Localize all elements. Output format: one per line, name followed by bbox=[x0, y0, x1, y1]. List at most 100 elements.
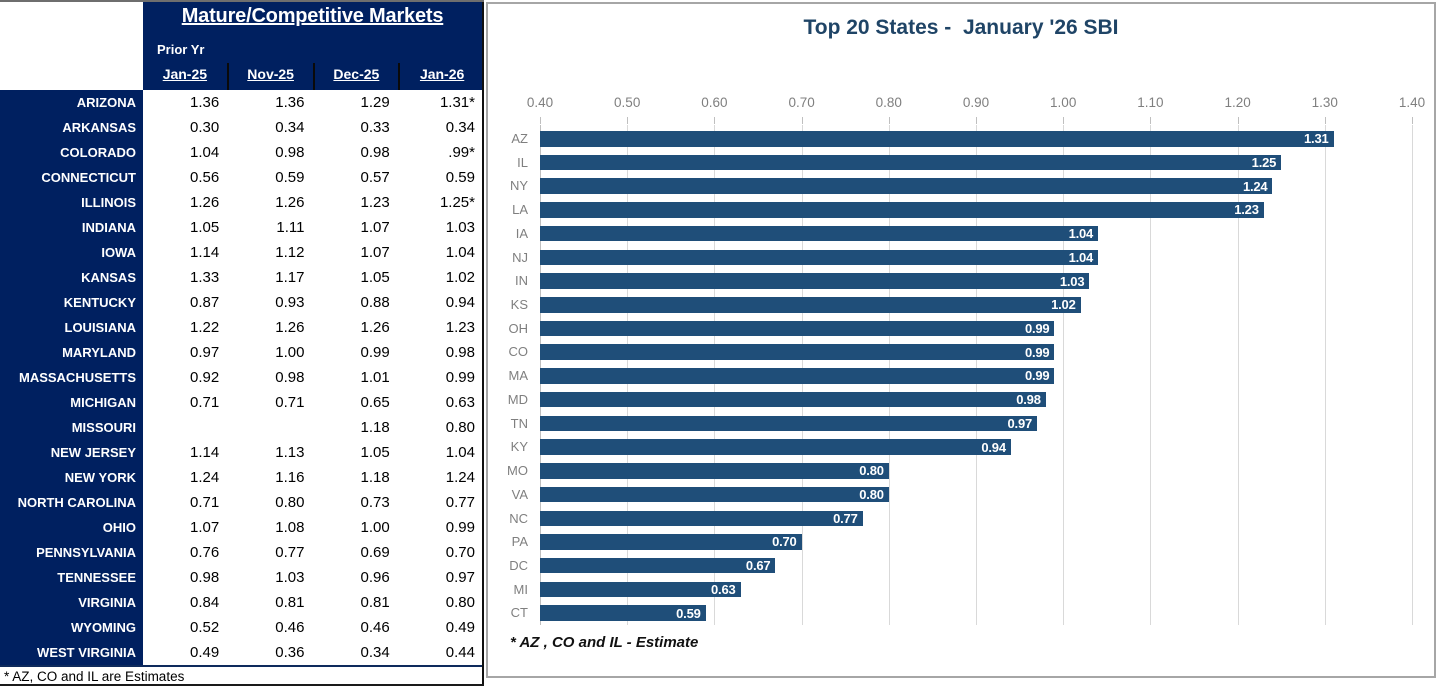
value-cell[interactable]: 0.81 bbox=[275, 594, 305, 611]
value-cell[interactable]: 1.23 bbox=[360, 194, 390, 211]
value-cell[interactable]: 1.26 bbox=[360, 319, 390, 336]
value-cell[interactable]: 0.65 bbox=[360, 394, 390, 411]
value-cell[interactable]: 1.12 bbox=[275, 244, 305, 261]
value-cell[interactable]: 1.14 bbox=[190, 444, 220, 461]
value-cell[interactable]: 0.98 bbox=[445, 344, 475, 361]
value-cell[interactable]: 0.98 bbox=[275, 144, 305, 161]
value-cell[interactable]: 0.80 bbox=[445, 594, 475, 611]
value-cell[interactable]: 1.14 bbox=[190, 244, 220, 261]
value-cell[interactable]: 0.34 bbox=[445, 119, 475, 136]
value-cell[interactable]: 1.11 bbox=[276, 219, 305, 236]
value-cell[interactable]: 1.24 bbox=[445, 469, 475, 486]
value-cell[interactable]: 1.05 bbox=[360, 444, 390, 461]
value-cell[interactable]: 0.33 bbox=[360, 119, 390, 136]
value-cell[interactable]: 0.30 bbox=[190, 119, 220, 136]
value-cell[interactable]: 0.76 bbox=[190, 544, 220, 561]
state-label-cell[interactable]: LOUISIANA bbox=[0, 315, 143, 340]
value-cell[interactable]: 0.93 bbox=[275, 294, 305, 311]
bar[interactable]: 0.70 bbox=[540, 534, 802, 550]
value-cell[interactable]: 0.92 bbox=[190, 369, 220, 386]
value-cell[interactable]: 0.34 bbox=[275, 119, 305, 136]
value-cell[interactable]: 0.88 bbox=[360, 294, 390, 311]
value-cell[interactable]: 0.70 bbox=[445, 544, 475, 561]
value-cell[interactable]: 0.59 bbox=[275, 169, 305, 186]
state-label-cell[interactable]: ARKANSAS bbox=[0, 115, 143, 140]
value-cell[interactable]: 0.77 bbox=[445, 494, 475, 511]
state-label-cell[interactable]: INDIANA bbox=[0, 215, 143, 240]
column-header-nov25[interactable]: Nov-25 bbox=[226, 63, 313, 90]
column-header-dec25[interactable]: Dec-25 bbox=[312, 63, 399, 90]
value-cell[interactable]: 1.26 bbox=[275, 319, 305, 336]
value-cell[interactable]: 1.07 bbox=[360, 219, 390, 236]
value-cell[interactable]: 0.34 bbox=[360, 644, 390, 661]
state-label-cell[interactable]: OHIO bbox=[0, 515, 143, 540]
value-cell[interactable]: 1.05 bbox=[190, 219, 220, 236]
value-cell[interactable]: 0.52 bbox=[190, 619, 220, 636]
value-cell[interactable]: 1.26 bbox=[275, 194, 305, 211]
value-cell[interactable]: .99* bbox=[448, 144, 475, 161]
value-cell[interactable]: 0.80 bbox=[445, 419, 475, 436]
state-label-cell[interactable]: ARIZONA bbox=[0, 90, 143, 115]
value-cell[interactable]: 0.80 bbox=[275, 494, 305, 511]
value-cell[interactable]: 1.22 bbox=[190, 319, 220, 336]
value-cell[interactable]: 1.00 bbox=[275, 344, 305, 361]
state-label-cell[interactable]: NEW JERSEY bbox=[0, 440, 143, 465]
value-cell[interactable]: 0.94 bbox=[445, 294, 475, 311]
bar[interactable]: 1.04 bbox=[540, 225, 1099, 242]
value-cell[interactable]: 0.46 bbox=[360, 619, 390, 636]
bar[interactable]: 0.97 bbox=[540, 415, 1038, 432]
value-cell[interactable]: 1.03 bbox=[275, 569, 305, 586]
bar[interactable]: 0.67 bbox=[540, 557, 776, 574]
value-cell[interactable]: 1.36 bbox=[275, 94, 305, 111]
state-label-cell[interactable]: COLORADO bbox=[0, 140, 143, 165]
value-cell[interactable]: 1.02 bbox=[445, 269, 475, 286]
bar[interactable]: 0.63 bbox=[540, 581, 741, 598]
value-cell[interactable]: 0.49 bbox=[445, 619, 475, 636]
value-cell[interactable]: 1.23 bbox=[445, 319, 475, 336]
value-cell[interactable]: 0.97 bbox=[445, 569, 475, 586]
table-title[interactable]: Mature/Competitive Markets bbox=[181, 5, 444, 27]
bar[interactable]: 1.23 bbox=[540, 202, 1264, 218]
value-cell[interactable]: 1.08 bbox=[275, 519, 305, 536]
bar[interactable]: 1.04 bbox=[540, 249, 1099, 266]
value-cell[interactable]: 0.77 bbox=[275, 544, 305, 561]
value-cell[interactable]: 0.59 bbox=[445, 169, 475, 186]
bar[interactable]: 0.59 bbox=[540, 605, 706, 621]
state-label-cell[interactable]: NEW YORK bbox=[0, 465, 143, 490]
value-cell[interactable]: 1.16 bbox=[275, 469, 305, 486]
value-cell[interactable]: 0.49 bbox=[190, 644, 220, 661]
value-cell[interactable]: 1.36 bbox=[190, 94, 220, 111]
state-label-cell[interactable]: KENTUCKY bbox=[0, 290, 143, 315]
value-cell[interactable]: 1.04 bbox=[445, 244, 475, 261]
value-cell[interactable]: 0.71 bbox=[275, 394, 305, 411]
value-cell[interactable]: 0.96 bbox=[360, 569, 390, 586]
state-label-cell[interactable]: MISSOURI bbox=[0, 415, 143, 440]
state-label-cell[interactable]: PENNSYLVANIA bbox=[0, 540, 143, 565]
value-cell[interactable]: 0.81 bbox=[360, 594, 390, 611]
value-cell[interactable]: 0.57 bbox=[360, 169, 390, 186]
value-cell[interactable]: 0.87 bbox=[190, 294, 220, 311]
value-cell[interactable]: 1.00 bbox=[360, 519, 390, 536]
state-label-cell[interactable]: CONNECTICUT bbox=[0, 165, 143, 190]
state-label-cell[interactable]: MICHIGAN bbox=[0, 390, 143, 415]
value-cell[interactable]: 0.69 bbox=[360, 544, 390, 561]
value-cell[interactable]: 1.07 bbox=[190, 519, 220, 536]
value-cell[interactable]: 1.17 bbox=[275, 269, 305, 286]
value-cell[interactable]: 1.05 bbox=[360, 269, 390, 286]
column-header-jan25[interactable]: Jan-25 bbox=[162, 66, 208, 82]
bar[interactable]: 1.02 bbox=[540, 297, 1081, 313]
bar[interactable]: 1.31 bbox=[540, 131, 1334, 147]
bar[interactable]: 1.03 bbox=[540, 273, 1090, 289]
value-cell[interactable]: 1.18 bbox=[360, 469, 390, 486]
value-cell[interactable]: 0.98 bbox=[360, 144, 390, 161]
value-cell[interactable]: 1.03 bbox=[445, 219, 475, 236]
value-cell[interactable]: 0.98 bbox=[190, 569, 220, 586]
state-label-cell[interactable]: ILLINOIS bbox=[0, 190, 143, 215]
value-cell[interactable]: 0.63 bbox=[445, 394, 475, 411]
value-cell[interactable]: 0.99 bbox=[445, 369, 475, 386]
bar[interactable]: 0.77 bbox=[540, 510, 863, 527]
value-cell[interactable]: 1.26 bbox=[190, 194, 220, 211]
bar[interactable]: 0.80 bbox=[540, 486, 889, 503]
state-label-cell[interactable]: MARYLAND bbox=[0, 340, 143, 365]
bar[interactable]: 0.80 bbox=[540, 463, 889, 479]
